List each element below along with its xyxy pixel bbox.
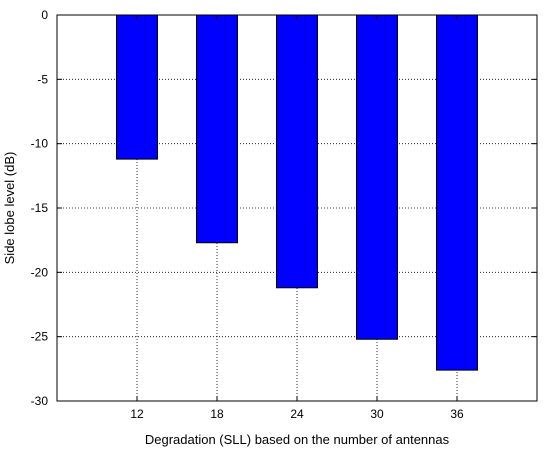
- y-tick-label: -10: [31, 137, 49, 151]
- bar-12: [116, 14, 158, 160]
- y-tick-label: -20: [31, 265, 49, 279]
- y-axis-label: Side lobe level (dB): [2, 152, 17, 265]
- x-tick-label: 24: [290, 407, 304, 421]
- y-tick-label: 0: [41, 8, 48, 22]
- y-tick-labels: 0 -5 -10 -15 -20 -25 -30: [31, 8, 49, 408]
- bar-18: [196, 14, 238, 244]
- bar-24: [276, 14, 318, 289]
- y-tick-label: -30: [31, 394, 49, 408]
- x-tick-labels: 12 18 24 30 36: [130, 407, 464, 421]
- y-tick-label: -25: [31, 330, 49, 344]
- bar-30: [356, 14, 398, 340]
- x-tick-label: 30: [370, 407, 384, 421]
- x-tick-label: 18: [210, 407, 224, 421]
- ticks: [57, 14, 537, 402]
- y-tick-label: -15: [31, 201, 49, 215]
- x-axis-label: Degradation (SLL) based on the number of…: [145, 432, 450, 447]
- bars: [116, 14, 478, 371]
- y-tick-label: -5: [37, 72, 48, 86]
- x-tick-label: 12: [130, 407, 144, 421]
- bar-36: [436, 14, 478, 371]
- x-tick-label: 36: [450, 407, 464, 421]
